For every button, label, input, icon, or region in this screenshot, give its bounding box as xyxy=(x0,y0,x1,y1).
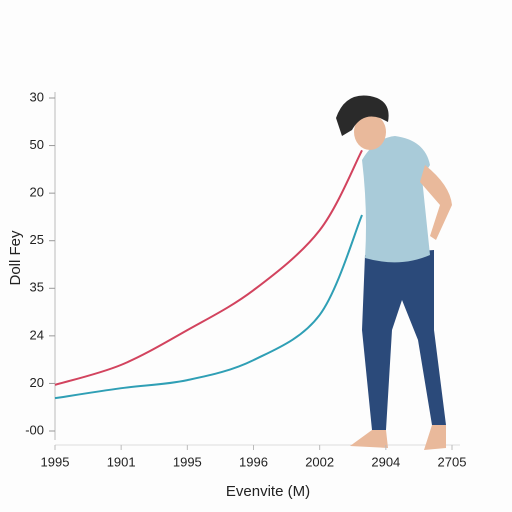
line xyxy=(54,149,363,386)
x-axis-title: Evenvite (M) xyxy=(226,483,310,500)
y-tick-label: 20 xyxy=(30,185,44,200)
y-tick-label: 50 xyxy=(30,137,44,152)
y-tick-label: -00 xyxy=(25,422,44,437)
y-tick-label: 20 xyxy=(30,375,44,390)
x-tick-label: 1901 xyxy=(107,454,136,469)
person-arm xyxy=(420,165,452,240)
line xyxy=(54,214,363,400)
person-shirt xyxy=(362,136,430,263)
y-tick-label: 30 xyxy=(30,89,44,104)
x-tick-label: 1995 xyxy=(173,454,202,469)
y-tick-label: 35 xyxy=(30,280,44,295)
x-tick-label: 1996 xyxy=(239,454,268,469)
y-axis-title: Doll Fey xyxy=(7,230,24,286)
person-jeans xyxy=(362,250,446,430)
x-tick-label: 2904 xyxy=(371,454,400,469)
x-tick-label: 2002 xyxy=(305,454,334,469)
x-tick-label: 2705 xyxy=(438,454,467,469)
plot-area xyxy=(54,149,363,400)
y-tick-label: 25 xyxy=(30,232,44,247)
person xyxy=(336,95,452,450)
y-tick-label: 24 xyxy=(30,327,44,342)
x-tick-label: 1995 xyxy=(41,454,70,469)
person-hair xyxy=(336,95,389,136)
person-face xyxy=(354,114,386,150)
person-feet xyxy=(350,425,446,450)
